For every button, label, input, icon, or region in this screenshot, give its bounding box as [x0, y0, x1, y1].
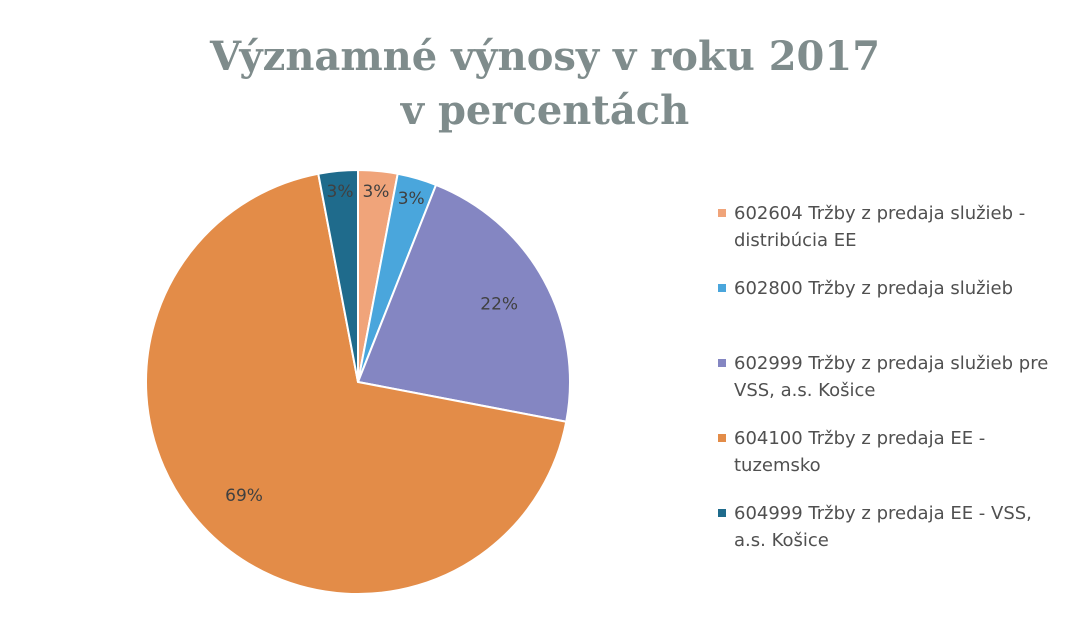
chart-title: Významné výnosy v roku 2017 v percentách	[209, 33, 881, 134]
pie-slice	[356, 183, 571, 423]
pie-slice	[317, 168, 359, 383]
legend-swatch	[718, 359, 726, 367]
legend: 602604 Tržby z predaja služieb - distrib…	[718, 200, 1058, 575]
data-label: 3%	[362, 182, 389, 202]
legend-label: 602999 Tržby z predaja služieb pre VSS, …	[734, 353, 1049, 401]
legend-item: 602604 Tržby z predaja služieb - distrib…	[718, 200, 1058, 275]
legend-swatch	[718, 509, 726, 517]
legend-label: 604999 Tržby z predaja EE - VSS, a.s. Ko…	[734, 503, 1032, 551]
pie-slice	[145, 172, 568, 595]
legend-swatch	[718, 284, 726, 292]
legend-label: 604100 Tržby z predaja EE - tuzemsko	[734, 428, 986, 476]
data-label: 3%	[398, 189, 425, 209]
legend-label: 602604 Tržby z predaja služieb - distrib…	[734, 203, 1026, 251]
legend-item: 602800 Tržby z predaja služieb	[718, 275, 1058, 350]
legend-label: 602800 Tržby z predaja služieb	[734, 278, 1014, 299]
data-label: 3%	[327, 182, 354, 202]
legend-item: 602999 Tržby z predaja služieb pre VSS, …	[718, 350, 1058, 425]
legend-swatch	[718, 209, 726, 217]
legend-item: 604999 Tržby z predaja EE - VSS, a.s. Ko…	[718, 500, 1058, 575]
data-label: 22%	[480, 294, 518, 314]
legend-item: 604100 Tržby z predaja EE - tuzemsko	[718, 425, 1058, 500]
data-label: 69%	[225, 486, 263, 506]
legend-swatch	[718, 434, 726, 442]
